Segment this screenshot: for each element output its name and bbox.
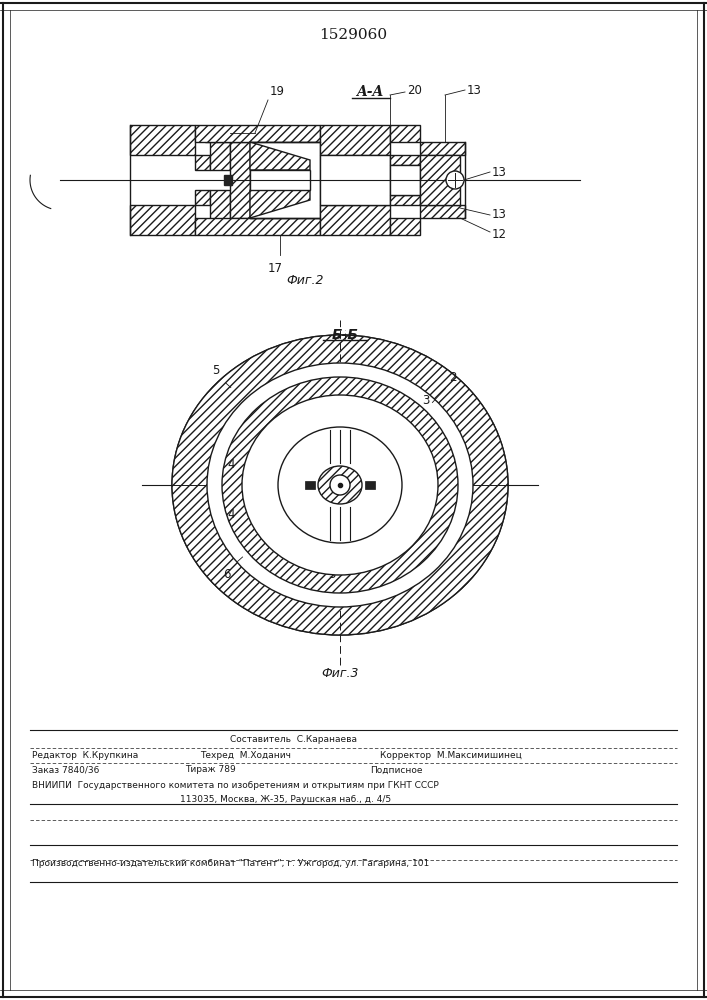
Polygon shape <box>320 155 390 205</box>
Ellipse shape <box>172 335 508 635</box>
Text: 4: 4 <box>339 553 346 566</box>
Polygon shape <box>320 205 390 235</box>
Text: Составитель  С.Каранаева: Составитель С.Каранаева <box>230 734 357 744</box>
Text: 1529060: 1529060 <box>319 28 387 42</box>
Text: 4: 4 <box>227 508 235 522</box>
Polygon shape <box>420 205 465 218</box>
Polygon shape <box>250 142 310 170</box>
Text: Б-Б: Б-Б <box>332 328 358 342</box>
Text: 3: 3 <box>328 568 336 581</box>
Text: Редактор  К.Крупкина: Редактор К.Крупкина <box>32 752 139 760</box>
Polygon shape <box>390 125 420 142</box>
Text: Корректор  М.Максимишинец: Корректор М.Максимишинец <box>380 752 522 760</box>
Text: Фиг.2: Фиг.2 <box>286 273 324 286</box>
Text: Заказ 7840/36: Заказ 7840/36 <box>32 766 100 774</box>
Polygon shape <box>195 125 320 142</box>
Text: Тираж 789: Тираж 789 <box>185 766 235 774</box>
Text: 3: 3 <box>421 394 429 407</box>
Circle shape <box>446 171 464 189</box>
Text: 5: 5 <box>211 364 219 377</box>
Polygon shape <box>390 218 420 235</box>
Text: 4: 4 <box>325 541 332 554</box>
Text: 13: 13 <box>492 209 507 222</box>
Polygon shape <box>230 142 250 218</box>
Text: Фиг.3: Фиг.3 <box>321 667 358 680</box>
Polygon shape <box>250 190 310 218</box>
Polygon shape <box>210 140 230 170</box>
Text: 113035, Москва, Ж-35, Раушская наб., д. 4/5: 113035, Москва, Ж-35, Раушская наб., д. … <box>180 796 391 804</box>
Polygon shape <box>250 170 310 190</box>
Text: ВНИИПИ  Государственного комитета по изобретениям и открытиям при ГКНТ СССР: ВНИИПИ Государственного комитета по изоб… <box>32 780 439 790</box>
Text: 20: 20 <box>407 84 422 97</box>
Ellipse shape <box>318 466 362 504</box>
Ellipse shape <box>222 377 458 593</box>
Polygon shape <box>420 142 465 155</box>
Ellipse shape <box>278 427 402 543</box>
Bar <box>365 481 375 489</box>
Text: 12: 12 <box>492 228 507 240</box>
Text: 4: 4 <box>362 553 370 566</box>
Ellipse shape <box>207 363 473 607</box>
Text: A-A: A-A <box>356 85 384 99</box>
Bar <box>305 481 315 489</box>
Text: 19: 19 <box>270 85 285 98</box>
Polygon shape <box>195 190 210 205</box>
Text: Производственно-издательский комбинат "Патент", г. Ужгород, ул. Гагарина, 101: Производственно-издательский комбинат "П… <box>32 859 429 868</box>
Polygon shape <box>210 190 230 220</box>
Text: 13: 13 <box>492 165 507 178</box>
Polygon shape <box>130 205 195 235</box>
Polygon shape <box>390 165 420 195</box>
Polygon shape <box>420 155 460 205</box>
Circle shape <box>330 475 350 495</box>
Polygon shape <box>195 218 320 235</box>
Text: Техред  М.Ходанич: Техред М.Ходанич <box>200 752 291 760</box>
Polygon shape <box>130 125 195 155</box>
Polygon shape <box>250 142 320 218</box>
Polygon shape <box>390 195 420 205</box>
Text: 17: 17 <box>267 262 283 275</box>
Text: 13: 13 <box>467 84 482 97</box>
Polygon shape <box>205 135 250 142</box>
Text: 4: 4 <box>227 458 235 472</box>
Polygon shape <box>320 125 390 155</box>
Polygon shape <box>195 155 210 170</box>
Polygon shape <box>390 155 420 165</box>
Polygon shape <box>224 175 232 185</box>
Ellipse shape <box>172 335 508 635</box>
Ellipse shape <box>242 395 438 575</box>
Text: 2: 2 <box>449 371 457 384</box>
Text: Подписное: Подписное <box>370 766 423 774</box>
Text: 6: 6 <box>223 568 230 580</box>
